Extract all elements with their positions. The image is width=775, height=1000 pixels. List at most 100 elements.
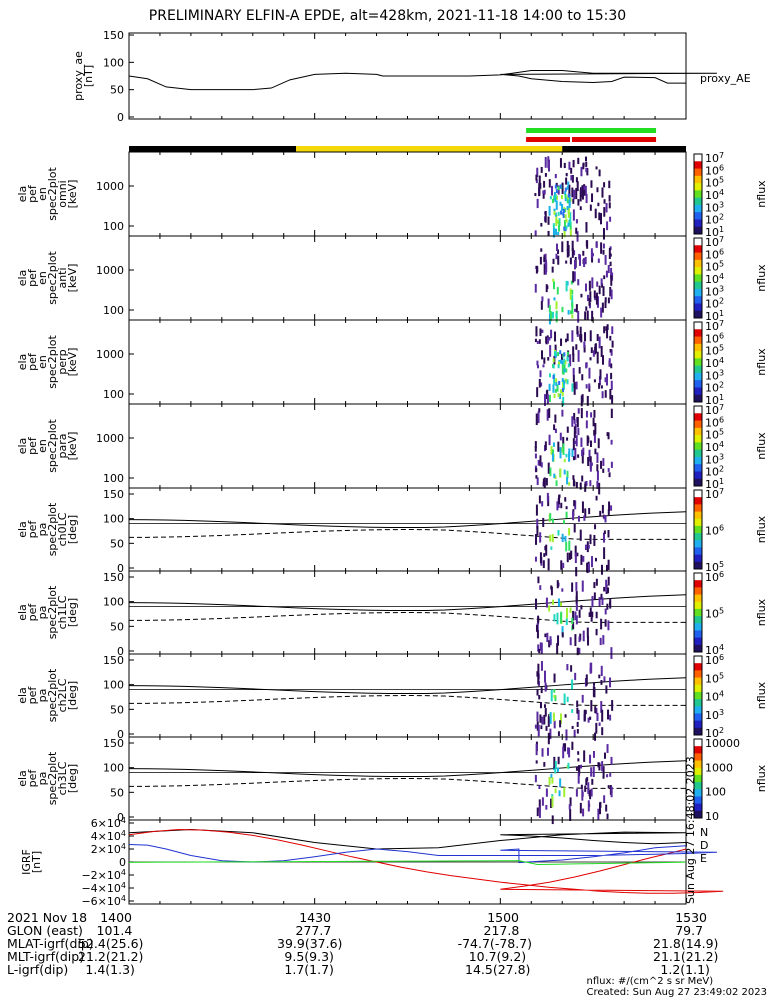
spectrogram-pixel <box>572 159 575 168</box>
spectrogram-pixel <box>536 340 539 344</box>
spectrogram-pixel <box>554 350 557 355</box>
y-tick-label: 150 <box>103 654 124 667</box>
spectrogram-pixel <box>537 364 540 369</box>
colorbar-frame <box>693 655 703 736</box>
spectrogram-pixel <box>599 637 602 646</box>
colorbar-segment <box>694 427 702 436</box>
y-axis-label-line: [keV] <box>66 264 79 293</box>
spectrogram-pixel <box>577 310 580 323</box>
spectrogram-pixel <box>572 621 575 630</box>
spectrogram-pixel <box>543 714 546 725</box>
colorbar-segment <box>694 760 702 769</box>
spectrogram-pixel <box>587 544 590 549</box>
spectrogram-pixel <box>592 751 595 758</box>
spectrogram-pixel <box>560 602 563 607</box>
spectrogram-pixel <box>561 588 564 592</box>
spectrogram-pixel <box>570 175 573 181</box>
spectrogram-pixel <box>567 209 570 214</box>
spectrogram-pixel <box>589 330 592 342</box>
colorbar-segment <box>694 154 702 162</box>
spectrogram-pixel <box>588 367 591 379</box>
spectrogram-pixel <box>553 393 556 398</box>
colorbar-label: nflux <box>755 598 768 626</box>
spectrogram-pixel <box>608 472 611 478</box>
spectrogram-pixel <box>579 206 582 211</box>
spectrogram-pixel <box>603 199 606 204</box>
spectrogram-pixel <box>585 384 588 389</box>
colorbar-segment <box>694 594 702 603</box>
spectrogram-pixel <box>557 361 560 366</box>
spectrogram-pixel <box>548 394 551 402</box>
spectrogram-pixel <box>543 704 546 708</box>
spectrogram-pixel <box>554 194 557 199</box>
spectrogram-pixel <box>606 432 609 437</box>
spectrogram-pixel <box>565 506 568 510</box>
spectrogram-pixel <box>589 440 592 448</box>
spectrogram-pixel <box>541 501 544 507</box>
spectrogram-pixel <box>585 222 588 233</box>
spectrogram-pixel <box>554 414 557 423</box>
spectrogram-pixel <box>607 785 610 789</box>
spectrogram-pixel <box>549 373 552 378</box>
spectrogram-pixel <box>561 360 564 365</box>
spectrogram-pixel <box>561 626 564 636</box>
spectrogram-pixel <box>571 302 574 314</box>
spectrogram-pixel <box>575 566 578 577</box>
spectrogram-pixel <box>574 634 577 646</box>
spectrogram-pixel <box>587 800 590 812</box>
spectrogram-pixel <box>550 773 553 779</box>
spectrogram-pixel <box>566 197 569 204</box>
y-axis-label-line: [nT] <box>82 65 95 87</box>
spectrogram-pixel <box>535 598 538 610</box>
igrf-d-line <box>128 828 724 894</box>
spectrogram-pixel <box>540 462 543 468</box>
colorbar-tick-exponent: 5 <box>719 260 724 269</box>
colorbar-tick-exponent: 4 <box>719 356 724 365</box>
spectrogram-pixel <box>597 258 600 263</box>
colorbar-segment <box>694 504 702 513</box>
spectrogram-data <box>535 576 613 659</box>
spectrogram-pixel <box>589 357 592 361</box>
spectrogram-pixel <box>544 156 547 168</box>
spectrogram-pixel <box>535 413 538 426</box>
spectrogram-pixel <box>611 326 614 335</box>
colorbar-tick-exponent: 3 <box>719 368 724 377</box>
spectrogram-pixel <box>573 419 576 424</box>
spectrogram-pixel <box>554 212 557 217</box>
status-bar-segment <box>296 146 563 152</box>
spectrogram-pixel <box>587 717 590 723</box>
spectrogram-pixel <box>572 367 575 376</box>
spectrogram-pixel <box>544 633 547 638</box>
spectrogram-pixel <box>590 347 593 354</box>
colorbar-segment <box>694 252 702 261</box>
spectrogram-pixel <box>550 586 553 596</box>
y-axis-label-line: spec2plot <box>46 335 59 389</box>
spectrogram-pixel <box>544 545 547 551</box>
spectrogram-pixel <box>536 387 539 398</box>
colorbar-segment <box>694 623 702 631</box>
y-axis-label: IGRF[nT] <box>20 849 43 875</box>
spectrogram-pixel <box>596 187 599 193</box>
spectrogram-pixel <box>595 722 598 734</box>
spectrogram-pixel <box>589 456 592 467</box>
y-axis-label-line: spec2plot <box>46 585 59 639</box>
spectrogram-pixel <box>575 766 578 771</box>
spectrogram-pixel <box>571 295 574 308</box>
spectrogram-pixel <box>585 193 588 204</box>
spectrogram-pixel <box>538 495 541 504</box>
spectrogram-pixel <box>562 211 565 216</box>
spectrogram-pixel <box>572 479 575 487</box>
spectrogram-pixel <box>585 480 588 486</box>
y-axis-label-line: [deg] <box>66 515 79 544</box>
spectrogram-pixel <box>600 278 603 286</box>
spectrogram-pixel <box>534 724 537 729</box>
colorbar-tick-label: 106 <box>705 570 724 584</box>
colorbar-segment <box>694 420 702 429</box>
x-axis-row-label: MLT-igrf(dip) <box>7 949 85 964</box>
spectrogram-pixel <box>601 283 604 288</box>
y-tick-exponent: 4 <box>121 829 126 838</box>
spectrogram-pixel <box>566 552 569 563</box>
colorbar-tick-exponent: 2 <box>719 213 724 222</box>
colorbar-tick-label: 100 <box>705 786 726 799</box>
spectrogram-pixel <box>534 193 537 197</box>
